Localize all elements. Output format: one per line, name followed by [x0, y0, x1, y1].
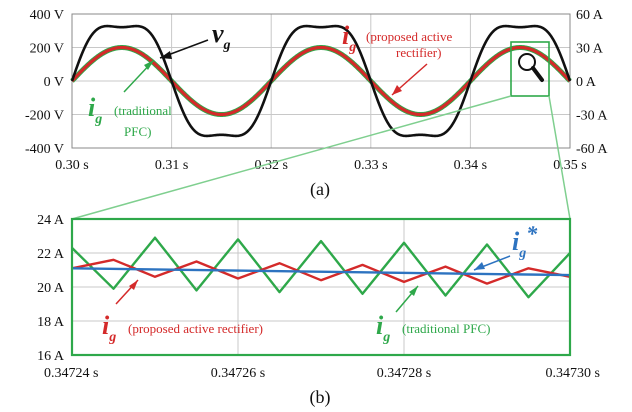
panel-b-x-tick: 0.34726 s [211, 366, 265, 381]
panel-a-x-tick: 0.31 s [155, 158, 188, 173]
annotation-b-traditional-sub: g [382, 330, 390, 345]
panel-a-x-tick: 0.33 s [354, 158, 387, 173]
panel-b-series-1 [71, 258, 571, 285]
panel-b-grid [72, 219, 570, 355]
annotation-a-proposed-arrowhead [392, 85, 402, 95]
panel-a-y-right-tick: -60 A [576, 142, 608, 157]
svg-text:ig: ig [376, 311, 390, 345]
svg-text:ig: ig [102, 311, 116, 345]
panel-b-series-0 [71, 267, 571, 277]
annotation-a-proposed-main: i [342, 21, 350, 50]
zoom-connector-right [548, 95, 571, 220]
annotation-a-traditional-arrowhead [144, 60, 154, 70]
panel-b-x-ticks: 0.34724 s 0.34726 s 0.34728 s 0.34730 s [44, 366, 600, 381]
panel-a-x-tick: 0.35 s [553, 158, 586, 173]
annotation-a-traditional: ig (traditional PFC) [88, 59, 172, 139]
panel-a-y-left-tick: 400 V [30, 8, 64, 23]
annotation-b-proposed: ig (proposed active rectifier) [102, 279, 263, 345]
annotation-a-traditional-text2: PFC) [124, 124, 151, 139]
panel-b-y-tick: 18 A [37, 315, 65, 330]
svg-text:ig: ig [342, 21, 356, 55]
annotation-a-proposed-text2: rectifier) [396, 45, 441, 60]
panel-a-x-tick: 0.32 s [254, 158, 287, 173]
annotation-b-ref-arrowhead [474, 262, 485, 270]
panel-a-series [70, 24, 572, 138]
panel-a-y-left-ticks: 400 V 200 V 0 V -200 V -400 V [25, 8, 64, 157]
zoom-connector-left [71, 95, 512, 220]
panel-b-x-tick: 0.34724 s [44, 366, 98, 381]
panel-a-y-left-tick: -200 V [25, 109, 64, 124]
annotation-a-proposed: ig (proposed active rectifier) [342, 21, 453, 96]
annotation-b-proposed-arrowhead [129, 280, 138, 290]
panel-b-y-tick: 16 A [37, 349, 65, 364]
panel-a-series-1 [70, 45, 572, 117]
panel-b-y-tick: 22 A [37, 247, 65, 262]
annotation-b-traditional: ig (traditional PFC) [376, 285, 490, 345]
panel-a-y-right-ticks: 60 A 30 A 0 A -30 A -60 A [576, 8, 608, 157]
panel-a-y-left-tick: 200 V [30, 42, 64, 57]
annotation-a-proposed-text1: (proposed active [366, 29, 453, 44]
panel-a-x-ticks: 0.30 s 0.31 s 0.32 s 0.33 s 0.34 s 0.35 s [55, 158, 586, 173]
panel-a-y-left-tick: -400 V [25, 142, 64, 157]
annotation-b-proposed-main: i [102, 311, 110, 340]
panel-b-x-tick: 0.34730 s [546, 366, 600, 381]
annotation-a-traditional-text1: (traditional [114, 103, 172, 118]
panel-b-y-tick: 20 A [37, 281, 65, 296]
panel-a-series-0 [70, 24, 572, 138]
panel-b-y-tick: 24 A [37, 213, 65, 228]
zoom-box [510, 41, 550, 97]
annotation-b-traditional-text: (traditional PFC) [402, 321, 490, 336]
annotation-vg: vg [159, 19, 231, 59]
annotation-vg-sub: g [223, 38, 231, 53]
annotation-b-proposed-text: (proposed active rectifier) [128, 321, 263, 336]
caption-a: (a) [310, 179, 330, 200]
annotation-vg-main: v [212, 19, 224, 48]
annotation-b-traditional-arrowhead [409, 286, 418, 296]
panel-a-y-right-tick: -30 A [576, 109, 608, 124]
annotation-a-traditional-main: i [88, 93, 96, 122]
panel-b-series-2 [71, 236, 571, 299]
panel-a-y-right-tick: 60 A [576, 8, 604, 23]
svg-text:ig*: ig* [512, 221, 538, 261]
panel-b: 0.34724 s 0.34726 s 0.34728 s 0.34730 s 24 … [37, 213, 600, 408]
panel-b-frame [70, 217, 572, 357]
annotation-b-ref-sup: * [526, 221, 538, 246]
panel-b-x-tick: 0.34728 s [377, 366, 431, 381]
panel-a-y-right-tick: 0 A [576, 75, 597, 90]
panel-a: 0.30 s 0.31 s 0.32 s 0.33 s 0.34 s 0.35 s 400… [25, 8, 608, 200]
annotation-b-ref: ig* [473, 221, 538, 271]
svg-text:vg: vg [212, 19, 231, 53]
annotation-a-traditional-sub: g [94, 112, 102, 127]
annotation-b-proposed-sub: g [108, 330, 116, 345]
panel-b-series [71, 236, 571, 299]
panel-a-x-tick: 0.30 s [55, 158, 88, 173]
caption-b: (b) [310, 387, 331, 408]
annotation-b-traditional-main: i [376, 311, 384, 340]
panel-b-y-ticks: 24 A 22 A 20 A 18 A 16 A [37, 213, 65, 364]
annotation-vg-arrowhead [160, 51, 172, 59]
annotation-a-proposed-sub: g [348, 40, 356, 55]
panel-a-y-left-tick: 0 V [44, 75, 64, 90]
panel-a-y-right-tick: 30 A [576, 42, 604, 57]
annotation-b-ref-sub: g [518, 246, 526, 261]
svg-text:ig: ig [88, 93, 102, 127]
panel-a-x-tick: 0.34 s [454, 158, 487, 173]
magnifier-icon [518, 53, 544, 82]
annotation-b-ref-main: i [512, 227, 520, 256]
